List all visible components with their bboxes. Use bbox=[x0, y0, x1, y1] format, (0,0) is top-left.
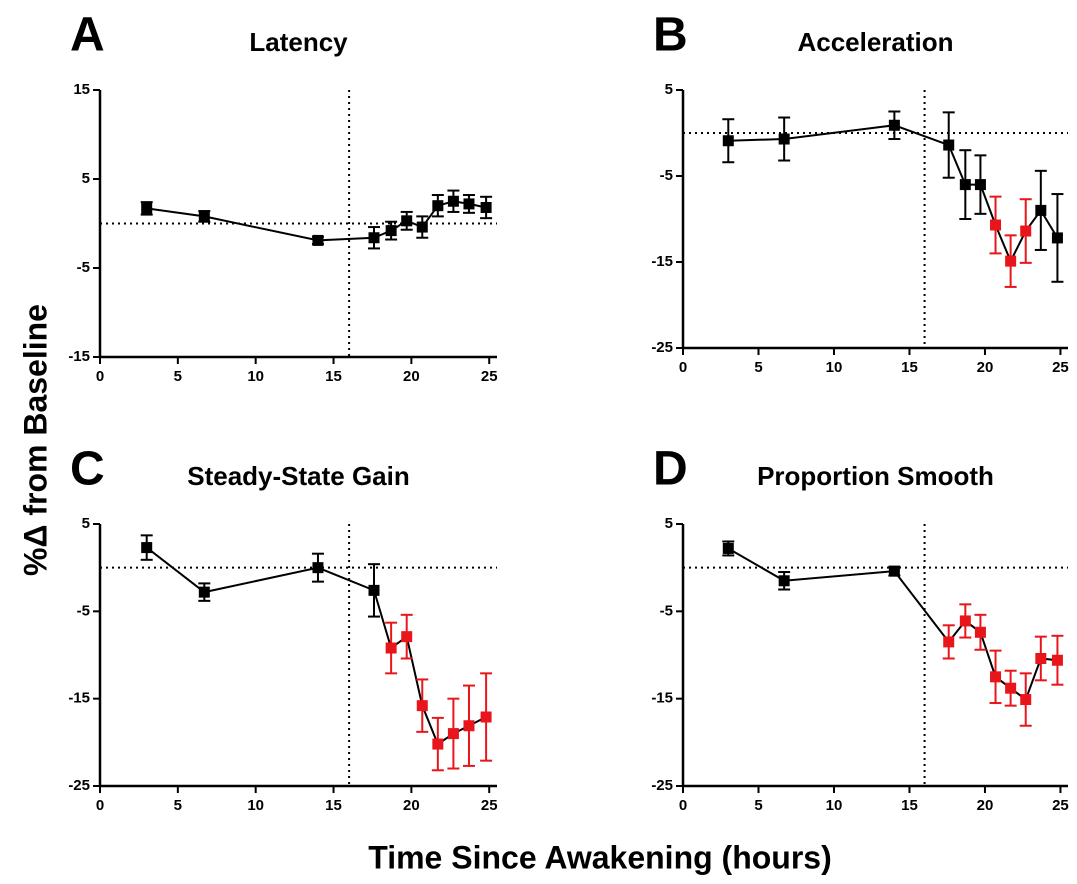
marker bbox=[888, 119, 900, 131]
x-tick-label: 0 bbox=[96, 368, 104, 385]
y-tick-label: -5 bbox=[660, 602, 673, 619]
y-tick-label: -25 bbox=[651, 777, 673, 794]
x-tick-label: 25 bbox=[1052, 359, 1069, 376]
panel-letter: C bbox=[70, 443, 105, 496]
marker bbox=[1051, 654, 1063, 666]
x-tick-label: 20 bbox=[977, 359, 994, 376]
marker bbox=[1005, 682, 1017, 694]
marker bbox=[432, 738, 444, 750]
marker bbox=[416, 221, 428, 233]
y-tick-label: -15 bbox=[68, 348, 90, 365]
y-tick-label: -25 bbox=[651, 339, 673, 356]
x-tick-label: 15 bbox=[901, 359, 918, 376]
marker bbox=[974, 626, 986, 638]
x-tick-label: 10 bbox=[826, 797, 843, 814]
marker bbox=[1020, 225, 1032, 237]
panel-title: Acceleration bbox=[797, 27, 953, 57]
y-tick-label: -15 bbox=[651, 690, 673, 707]
y-tick-label: -15 bbox=[68, 690, 90, 707]
x-tick-label: 25 bbox=[481, 368, 498, 385]
data-line bbox=[146, 546, 487, 746]
marker bbox=[447, 195, 459, 207]
marker bbox=[778, 575, 790, 587]
marker bbox=[943, 139, 955, 151]
y-tick-label: 5 bbox=[82, 515, 90, 532]
marker bbox=[141, 542, 153, 554]
marker bbox=[198, 586, 210, 598]
x-tick-label: 0 bbox=[679, 797, 687, 814]
marker bbox=[959, 615, 971, 627]
x-tick-label: 20 bbox=[403, 797, 420, 814]
marker bbox=[943, 636, 955, 648]
x-tick-label: 0 bbox=[96, 797, 104, 814]
panel-title: Latency bbox=[249, 27, 348, 57]
marker bbox=[722, 542, 734, 554]
marker bbox=[480, 201, 492, 213]
x-tick-label: 20 bbox=[403, 368, 420, 385]
marker bbox=[463, 198, 475, 210]
y-axis-label: %Δ from Baseline bbox=[17, 304, 53, 576]
marker bbox=[401, 215, 413, 227]
y-tick-label: 5 bbox=[82, 170, 90, 187]
y-tick-label: -5 bbox=[660, 167, 673, 184]
marker bbox=[1035, 652, 1047, 664]
x-tick-label: 25 bbox=[1052, 797, 1069, 814]
marker bbox=[1051, 232, 1063, 244]
x-tick-label: 15 bbox=[325, 797, 342, 814]
panel-letter: D bbox=[653, 443, 688, 496]
y-tick-label: -5 bbox=[77, 602, 90, 619]
x-tick-label: 5 bbox=[754, 359, 762, 376]
y-tick-label: 5 bbox=[665, 515, 673, 532]
marker bbox=[385, 225, 397, 237]
panel-letter: A bbox=[70, 9, 105, 62]
y-tick-label: -25 bbox=[68, 777, 90, 794]
marker bbox=[432, 200, 444, 212]
marker bbox=[778, 133, 790, 145]
x-tick-label: 10 bbox=[247, 368, 264, 385]
marker bbox=[447, 728, 459, 740]
x-tick-label: 20 bbox=[977, 797, 994, 814]
marker bbox=[368, 232, 380, 244]
marker bbox=[959, 179, 971, 191]
x-tick-label: 5 bbox=[174, 368, 182, 385]
panel-title: Steady-State Gain bbox=[187, 461, 410, 491]
y-tick-label: 5 bbox=[665, 81, 673, 98]
marker bbox=[990, 671, 1002, 683]
x-tick-label: 5 bbox=[754, 797, 762, 814]
marker bbox=[141, 202, 153, 214]
marker bbox=[1020, 694, 1032, 706]
marker bbox=[888, 565, 900, 577]
x-tick-label: 25 bbox=[481, 797, 498, 814]
x-tick-label: 5 bbox=[174, 797, 182, 814]
marker bbox=[463, 720, 475, 732]
marker bbox=[368, 584, 380, 596]
marker bbox=[480, 711, 492, 723]
marker bbox=[312, 234, 324, 246]
panel-letter: B bbox=[653, 9, 688, 62]
x-tick-label: 0 bbox=[679, 359, 687, 376]
y-tick-label: 15 bbox=[73, 81, 90, 98]
marker bbox=[401, 631, 413, 643]
marker bbox=[990, 219, 1002, 231]
x-tick-label: 15 bbox=[325, 368, 342, 385]
panel-title: Proportion Smooth bbox=[757, 461, 994, 491]
x-tick-label: 15 bbox=[901, 797, 918, 814]
marker bbox=[416, 700, 428, 712]
marker bbox=[722, 135, 734, 147]
x-tick-label: 10 bbox=[247, 797, 264, 814]
marker bbox=[312, 562, 324, 574]
marker bbox=[198, 210, 210, 222]
marker bbox=[385, 642, 397, 654]
marker bbox=[974, 179, 986, 191]
y-tick-label: -5 bbox=[77, 259, 90, 276]
marker bbox=[1035, 204, 1047, 216]
x-tick-label: 10 bbox=[826, 359, 843, 376]
x-axis-label: Time Since Awakening (hours) bbox=[368, 839, 832, 875]
marker bbox=[1005, 255, 1017, 267]
y-tick-label: -15 bbox=[651, 253, 673, 270]
data-line bbox=[728, 124, 1059, 264]
